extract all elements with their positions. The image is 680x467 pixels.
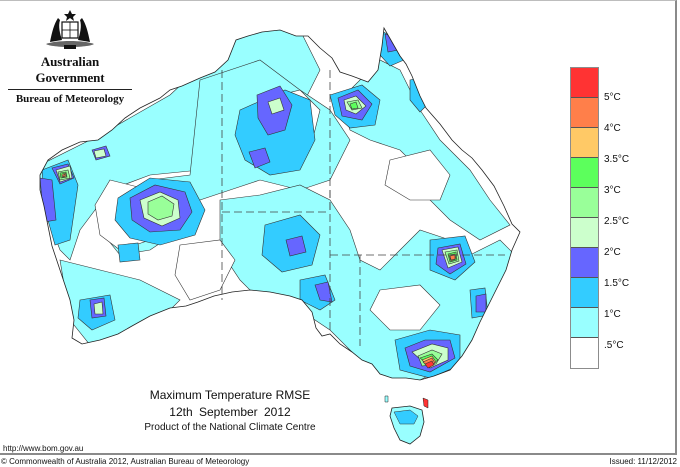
website-link[interactable]: http://www.bom.gov.au	[3, 444, 84, 453]
legend-swatch-2.5-3	[571, 188, 598, 218]
map-title: Maximum Temperature RMSE	[149, 388, 311, 402]
coat-of-arms-icon	[46, 10, 94, 49]
map-title-block: Maximum Temperature RMSE 12th September …	[100, 387, 360, 435]
map-product-credit: Product of the National Climate Centre	[144, 422, 316, 433]
logo-divider	[8, 89, 132, 90]
copyright-notice: © Commonwealth of Australia 2012, Austra…	[1, 457, 250, 466]
legend-color-bar	[570, 67, 599, 369]
legend-swatch-4-5	[571, 98, 598, 128]
legend-label: 2.5°C	[604, 216, 630, 227]
legend-label: 2°C	[604, 247, 621, 258]
legend-label: .5°C	[604, 340, 624, 351]
legend-swatch-1-1.5	[571, 278, 598, 308]
issued-date: Issued: 11/12/2012	[609, 457, 677, 466]
government-logo: Australian Government Bureau of Meteorol…	[8, 8, 132, 105]
legend-swatch-3-3.5	[571, 158, 598, 188]
legend-swatch-0.5-1	[571, 308, 598, 338]
government-name: Australian Government	[35, 54, 105, 85]
legend-swatch-3.5-4	[571, 128, 598, 158]
legend-label: 5°C	[604, 92, 621, 103]
legend-swatch-2-2.5	[571, 218, 598, 248]
legend-label: 1.5°C	[604, 278, 630, 289]
legend-label: 1°C	[604, 309, 621, 320]
color-legend: 5°C 4°C 3.5°C 3°C 2.5°C 2°C 1.5°C 1°C .5…	[570, 67, 629, 369]
legend-swatch-above-5	[571, 68, 598, 98]
legend-label: 4°C	[604, 123, 621, 134]
legend-label: 3.5°C	[604, 154, 630, 165]
bureau-name: Bureau of Meteorology	[15, 93, 125, 105]
legend-swatch-1.5-2	[571, 248, 598, 278]
map-date: 12th September 2012	[169, 405, 291, 419]
legend-swatch-below-0.5	[571, 338, 598, 368]
map-frame	[0, 0, 677, 455]
legend-label: 3°C	[604, 185, 621, 196]
